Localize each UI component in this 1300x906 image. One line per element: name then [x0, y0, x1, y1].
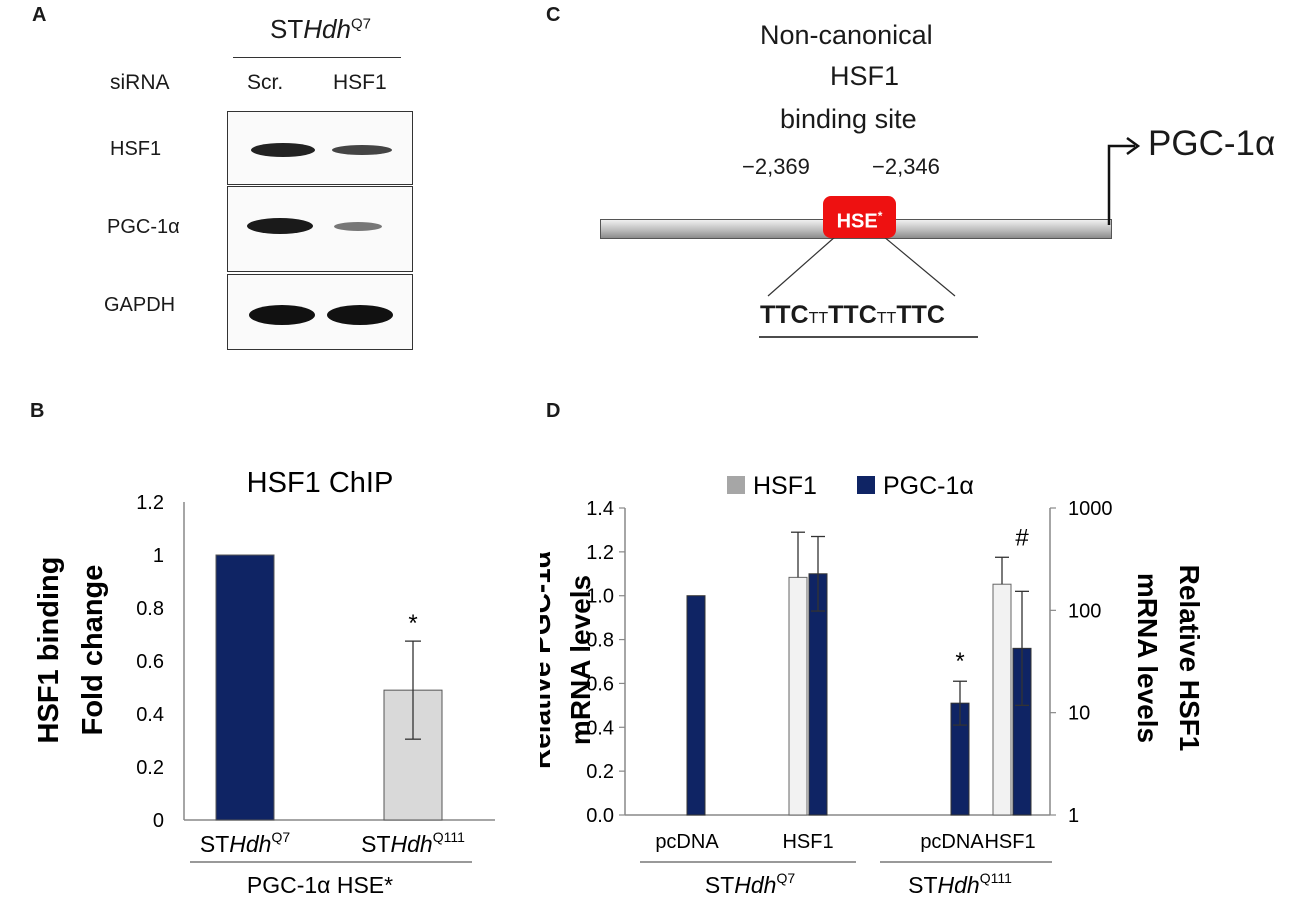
hse-sequence: TTCTTTTCTTTTC [760, 301, 945, 330]
left-tick-label: 1.2 [586, 542, 614, 564]
left-tick-label: 0.8 [586, 630, 614, 652]
chart-d: 0.0 0.2 0.4 0.6 0.8 1.0 1.2 1.4 1 10 100 1000 Relati… [540, 472, 1205, 898]
chart-title: HSF1 ChIP [247, 467, 394, 499]
left-tick-label: 0.2 [586, 761, 614, 783]
left-tick-label: 0.4 [586, 717, 614, 739]
group-label: STHdhQ7 [705, 870, 795, 898]
column-label-scr: Scr. [247, 71, 284, 94]
right-tick-label: 100 [1068, 600, 1101, 622]
site-title-line-3: binding site [780, 104, 917, 134]
significance-mark: * [955, 648, 964, 675]
legend-swatch [727, 476, 745, 494]
y-axis-title-line-1: HSF1 binding [33, 557, 65, 744]
site-title-line-2: HSF1 [830, 61, 900, 91]
right-tick-label: 1 [1068, 805, 1079, 827]
y-tick-label: 1.2 [136, 492, 164, 514]
panel-label-d: D [546, 400, 561, 422]
significance-mark: * [408, 610, 417, 637]
band [251, 143, 315, 157]
blot-hsf1 [227, 111, 413, 185]
sequence-segment: TTC [760, 301, 809, 329]
significance-mark: # [1015, 524, 1029, 551]
band [332, 145, 392, 155]
y-tick-label: 0.8 [136, 598, 164, 620]
chart-b: HSF1 ChIP HSF1 binding Fold change 0 0.2 0.4 0… [33, 467, 495, 898]
sequence-segment: TT [808, 310, 829, 327]
bar [215, 554, 275, 821]
panel-label-c: C [546, 4, 561, 26]
y-tick-label: 0.4 [136, 704, 164, 726]
y-tick-label: 0.2 [136, 757, 164, 779]
y-tick-label: 0 [153, 810, 164, 832]
left-tick-label: 1.4 [586, 498, 614, 520]
sequence-segment: TTC [828, 301, 877, 329]
blot-label-gapdh: GAPDH [104, 294, 176, 316]
right-tick-label: 1000 [1068, 498, 1113, 520]
bar-hsf1 [788, 576, 808, 816]
left-tick-label: 1.0 [586, 586, 614, 608]
left-tick-label: 0.6 [586, 673, 614, 695]
position-end: −2,346 [872, 154, 940, 179]
y-tick-label: 0.6 [136, 651, 164, 673]
legend-label: HSF1 [753, 472, 817, 500]
blot-label-hsf1: HSF1 [110, 138, 162, 160]
x-tick-label: pcDNA [920, 831, 984, 853]
band [327, 305, 393, 325]
hse-element: HSE* [823, 196, 896, 238]
left-tick-label: 0.0 [586, 805, 614, 827]
cell-line-label: STHdhQ7 [270, 14, 371, 44]
sirna-row-label: siRNA [110, 71, 170, 94]
group-label: STHdhQ111 [908, 870, 1012, 898]
y-tick-label: 1 [153, 545, 164, 567]
x-tick-label: STHdhQ111 [361, 829, 465, 857]
blot-gapdh [227, 274, 413, 350]
site-title-line-1: Non-canonical [760, 20, 933, 50]
right-axis-title-line-2: mRNA levels [1132, 573, 1163, 743]
x-tick-label: STHdhQ7 [200, 829, 290, 857]
x-tick-label: HSF1 [782, 831, 833, 853]
left-axis-title-line-1: Relative PGC-1α [540, 551, 556, 769]
sequence-segment: TT [876, 310, 897, 327]
band [247, 218, 313, 234]
blot-label-pgc1a: PGC-1α [107, 216, 180, 238]
x-tick-label: HSF1 [984, 831, 1035, 853]
cell-line-underline [233, 57, 401, 58]
band [334, 222, 382, 231]
sequence-segment: TTC [896, 301, 945, 329]
group-label: PGC-1α HSE* [247, 872, 393, 898]
legend-label: PGC-1α [883, 472, 974, 500]
right-tick-label: 10 [1068, 703, 1090, 725]
column-label-hsf1: HSF1 [333, 71, 387, 94]
blot-pgc1a [227, 186, 413, 272]
band [249, 305, 315, 325]
right-axis-title-line-1: Relative HSF1 [1174, 565, 1205, 752]
gene-label: PGC-1α [1148, 124, 1276, 163]
panel-label-a: A [32, 4, 47, 26]
bar-pgc1a [686, 595, 706, 816]
y-axis-title-line-2: Fold change [77, 565, 109, 736]
legend-swatch [857, 476, 875, 494]
bar-hsf1 [992, 583, 1012, 816]
position-start: −2,369 [742, 154, 810, 179]
left-axis-title-line-2: mRNA levels [565, 575, 596, 745]
panel-label-b: B [30, 400, 45, 422]
x-tick-label: pcDNA [655, 831, 719, 853]
